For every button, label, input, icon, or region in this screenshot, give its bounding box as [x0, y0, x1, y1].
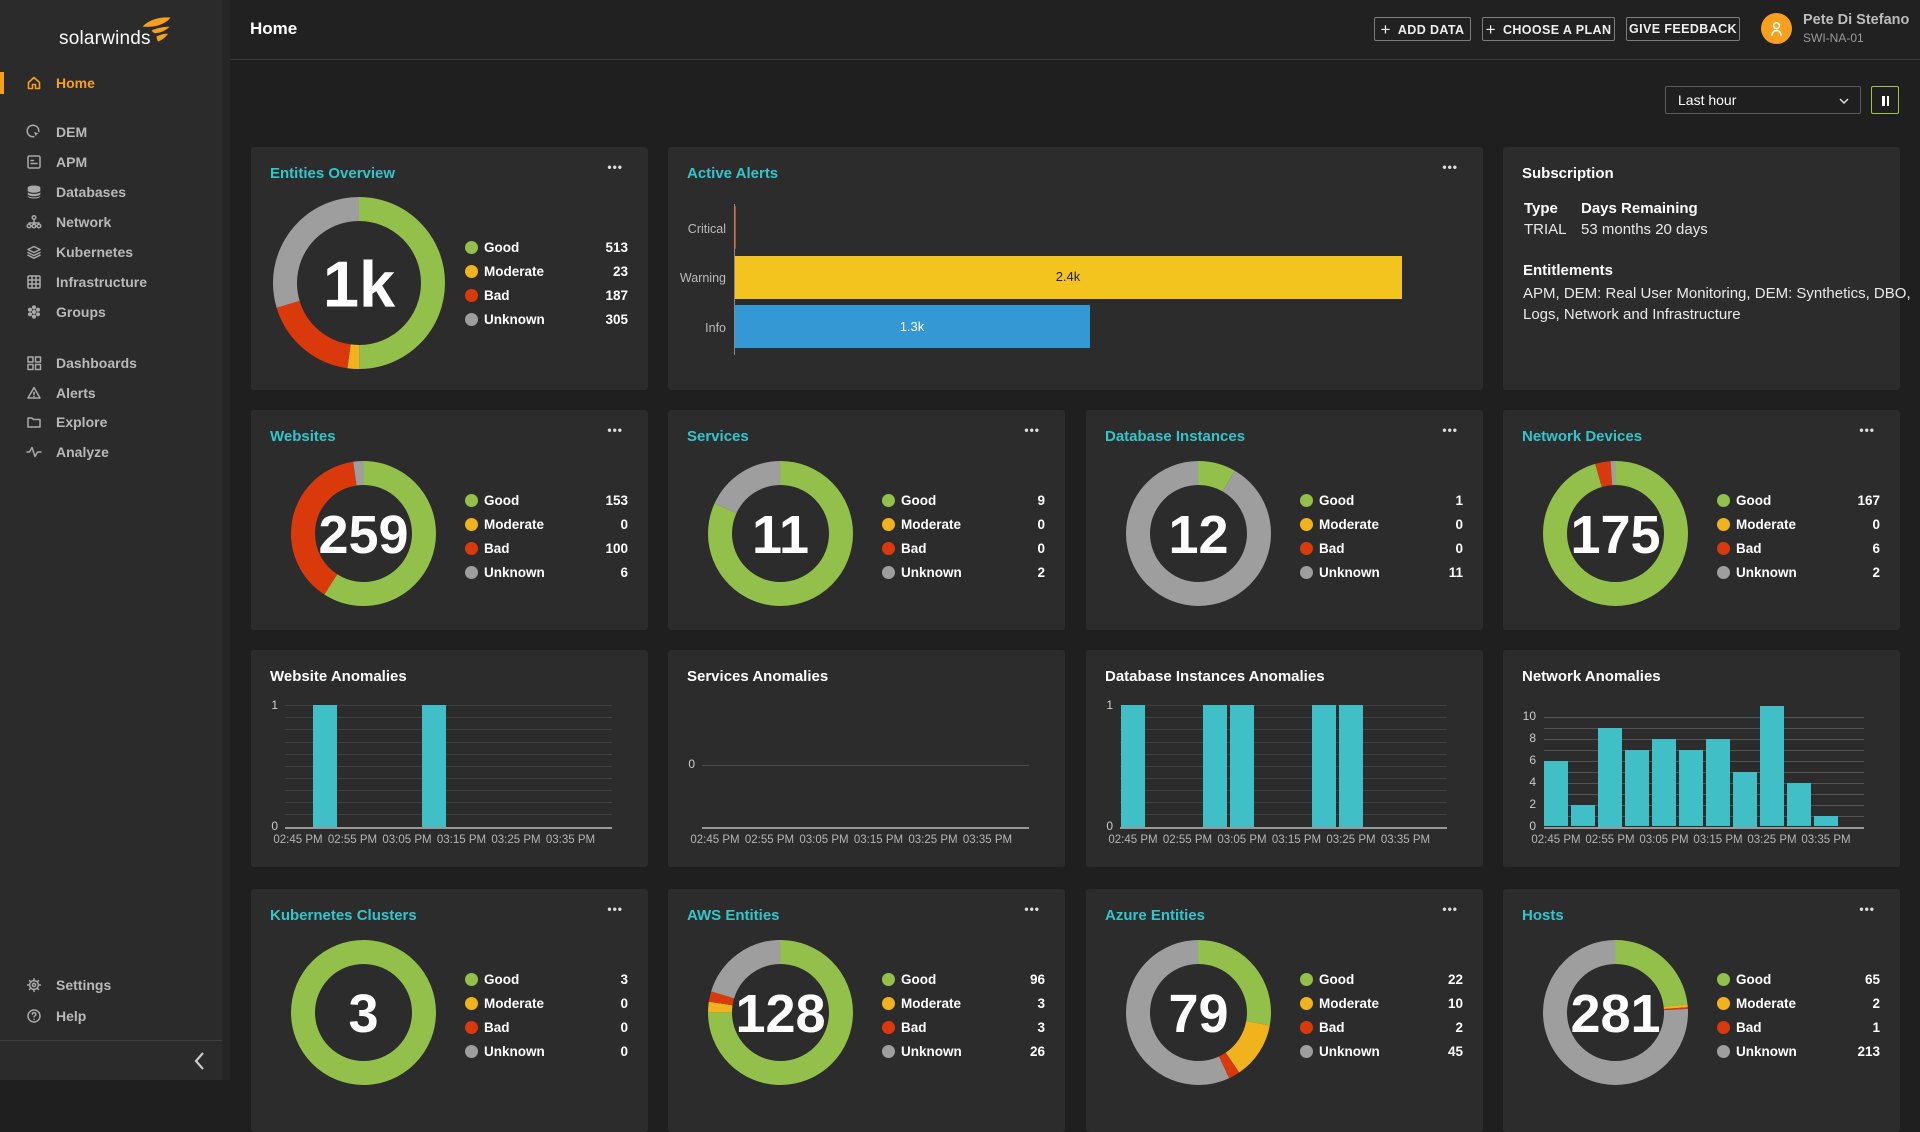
svg-text:128: 128: [735, 984, 825, 1044]
svg-text:281: 281: [1570, 984, 1660, 1044]
svg-text:11: 11: [751, 505, 808, 565]
svg-text:175: 175: [1570, 505, 1660, 565]
svg-text:12: 12: [1168, 505, 1228, 565]
svg-text:79: 79: [1168, 984, 1228, 1044]
svg-text:259: 259: [318, 505, 408, 565]
svg-text:3: 3: [348, 984, 378, 1044]
svg-text:1k: 1k: [323, 248, 396, 321]
